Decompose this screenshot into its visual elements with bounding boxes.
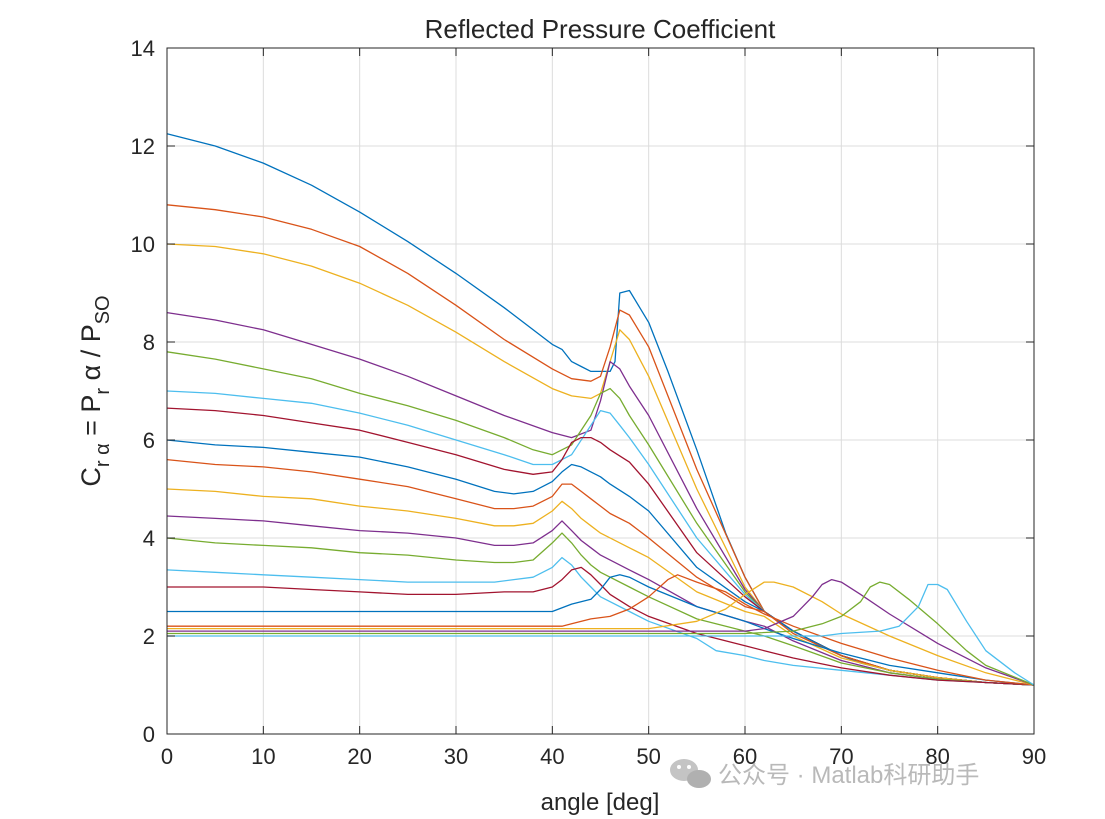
series-line-17 — [167, 581, 1035, 686]
axis-ticks: 0 10 20 30 40 50 60 70 80 90 0 2 4 6 8 10 12 14 — [131, 36, 1047, 769]
y-label-c: C — [76, 467, 106, 487]
series-line-14 — [167, 566, 1035, 686]
axes-frame — [166, 47, 1035, 735]
watermark: 公众号 · Matlab科研助手 — [670, 759, 979, 789]
y-tick-label: 10 — [131, 232, 155, 257]
series-line-10 — [166, 488, 1035, 686]
x-tick-label: 20 — [347, 744, 371, 769]
x-tick-label: 50 — [636, 744, 660, 769]
series-line-11 — [166, 515, 1035, 686]
x-axis-label: angle [deg] — [541, 789, 660, 816]
y-tick-label: 2 — [143, 624, 155, 649]
x-tick-label: 10 — [251, 744, 275, 769]
x-tick-label: 30 — [444, 744, 468, 769]
series-line-18 — [167, 578, 1035, 686]
y-tick-label: 14 — [131, 36, 155, 61]
series-line-15 — [167, 574, 1035, 686]
x-tick-label: 80 — [925, 744, 949, 769]
x-tick-label: 0 — [161, 744, 173, 769]
y-label-pso-sub: SO — [92, 295, 114, 324]
series-line-12 — [166, 532, 1035, 686]
y-tick-label: 8 — [143, 330, 155, 355]
y-label-c-sub: r α — [92, 443, 114, 467]
series-line-9 — [166, 458, 1035, 686]
y-tick-label: 0 — [143, 722, 155, 747]
y-axis-label: Cr α = Pr α / PSO — [76, 295, 114, 486]
y-tick-label: 4 — [143, 526, 155, 551]
wechat-icon — [670, 759, 711, 788]
series-line-13 — [166, 556, 1035, 686]
series-line-19 — [167, 581, 1035, 686]
x-tick-label: 60 — [733, 744, 757, 769]
watermark-text: 公众号 · Matlab科研助手 — [718, 762, 979, 789]
series-line-20 — [167, 583, 1035, 686]
y-label-p-sub: r — [92, 388, 114, 395]
y-tick-label: 12 — [131, 134, 155, 159]
y-tick-label: 6 — [143, 428, 155, 453]
y-label-alpha: α / P — [76, 324, 106, 388]
chart-title: Reflected Pressure Coefficient — [425, 14, 776, 44]
x-tick-label: 70 — [829, 744, 853, 769]
y-label-eq: = P — [76, 395, 106, 444]
x-tick-label: 90 — [1022, 744, 1046, 769]
series-lines — [166, 133, 1035, 686]
series-line-16 — [167, 574, 1035, 686]
x-tick-label: 40 — [540, 744, 564, 769]
